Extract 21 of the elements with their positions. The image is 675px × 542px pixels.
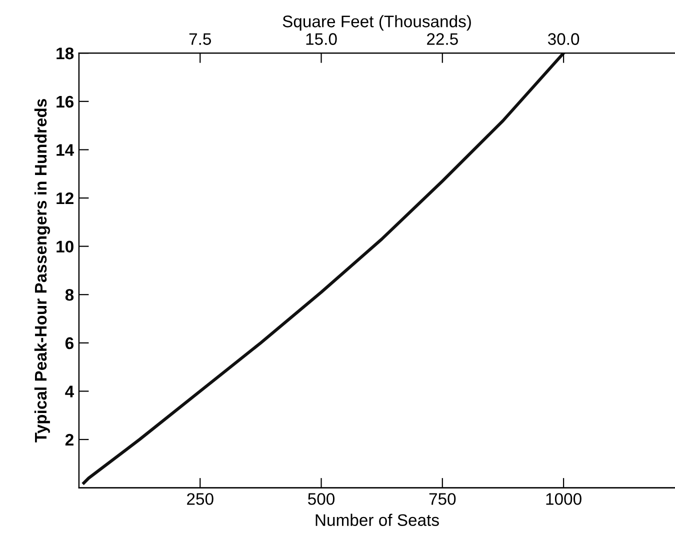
x2-tick-label: 30.0 [548, 33, 580, 45]
x2-tick-label: 7.5 [189, 33, 212, 45]
x-tick-label: 250 [187, 493, 214, 505]
x2-axis-title: Square Feet (Thousands) [282, 15, 471, 31]
x2-tick-label: 15.0 [306, 33, 337, 45]
y-tick-label: 2 [65, 434, 74, 446]
y-tick-label: 8 [65, 289, 74, 301]
y-axis-title: Typical Peak-Hour Passengers in Hundreds [34, 99, 50, 442]
x-tick-label: 750 [429, 493, 456, 505]
y-tick-label: 18 [56, 48, 74, 60]
y-tick-label: 16 [56, 96, 74, 108]
y-tick-label: 10 [56, 240, 74, 253]
x-tick-label: 1000 [546, 493, 582, 505]
x2-tick-label: 22.5 [427, 33, 458, 45]
y-tick-label: 4 [65, 386, 74, 398]
y-tick-label: 14 [56, 144, 74, 156]
y-tick-label: 6 [65, 337, 74, 350]
y-tick-label: 12 [56, 192, 74, 204]
x-tick-label: 500 [308, 493, 335, 505]
x-axis-title: Number of Seats [316, 514, 439, 526]
line-series [82, 53, 566, 484]
